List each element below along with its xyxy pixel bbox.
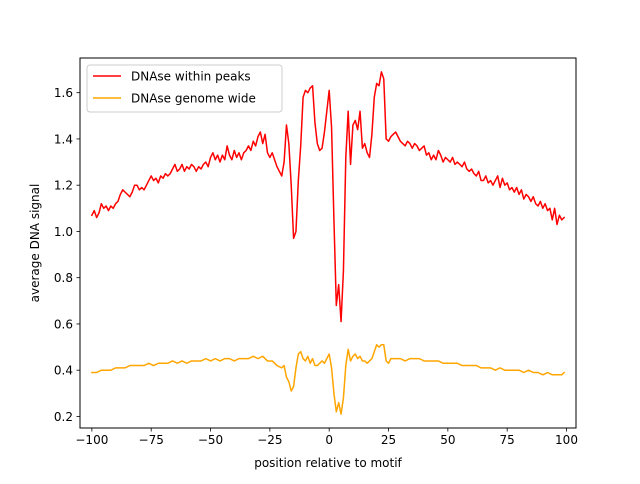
y-tick-label: 1.6: [54, 86, 73, 100]
legend-label-within-peaks: DNAse within peaks: [131, 70, 251, 84]
series-line-1: [91, 344, 566, 415]
series-layer: [90, 71, 566, 415]
y-tick-label: 1.0: [54, 225, 73, 239]
x-tick-label: −25: [257, 433, 282, 447]
legend: DNAse within peaks DNAse genome wide: [86, 64, 283, 113]
legend-label-genome-wide: DNAse genome wide: [131, 92, 256, 106]
y-tick-label: 0.4: [54, 364, 73, 378]
ticks-layer: −100 −75 −50 −25 0 25 50 75 100 0.2 0.4 0.6 0.8 1.0 1.…: [54, 86, 578, 447]
legend-box: [86, 64, 283, 113]
x-tick-label: 100: [555, 433, 578, 447]
y-tick-label: 0.8: [54, 271, 73, 285]
y-tick-label: 1.2: [54, 179, 73, 193]
x-tick-label: −50: [198, 433, 223, 447]
y-axis-label: average DNA signal: [28, 184, 42, 303]
x-axis-label: position relative to motif: [254, 456, 402, 470]
y-tick-label: 1.4: [54, 132, 73, 146]
series-line-0: [90, 71, 566, 323]
x-tick-label: 25: [381, 433, 396, 447]
x-tick-label: 50: [440, 433, 455, 447]
x-tick-label: −75: [139, 433, 164, 447]
x-tick-label: −100: [75, 433, 108, 447]
y-tick-label: 0.6: [54, 317, 73, 331]
y-tick-label: 0.2: [54, 410, 73, 424]
x-tick-label: 75: [500, 433, 515, 447]
axes-frame: [79, 57, 577, 429]
x-tick-label: 0: [325, 433, 333, 447]
